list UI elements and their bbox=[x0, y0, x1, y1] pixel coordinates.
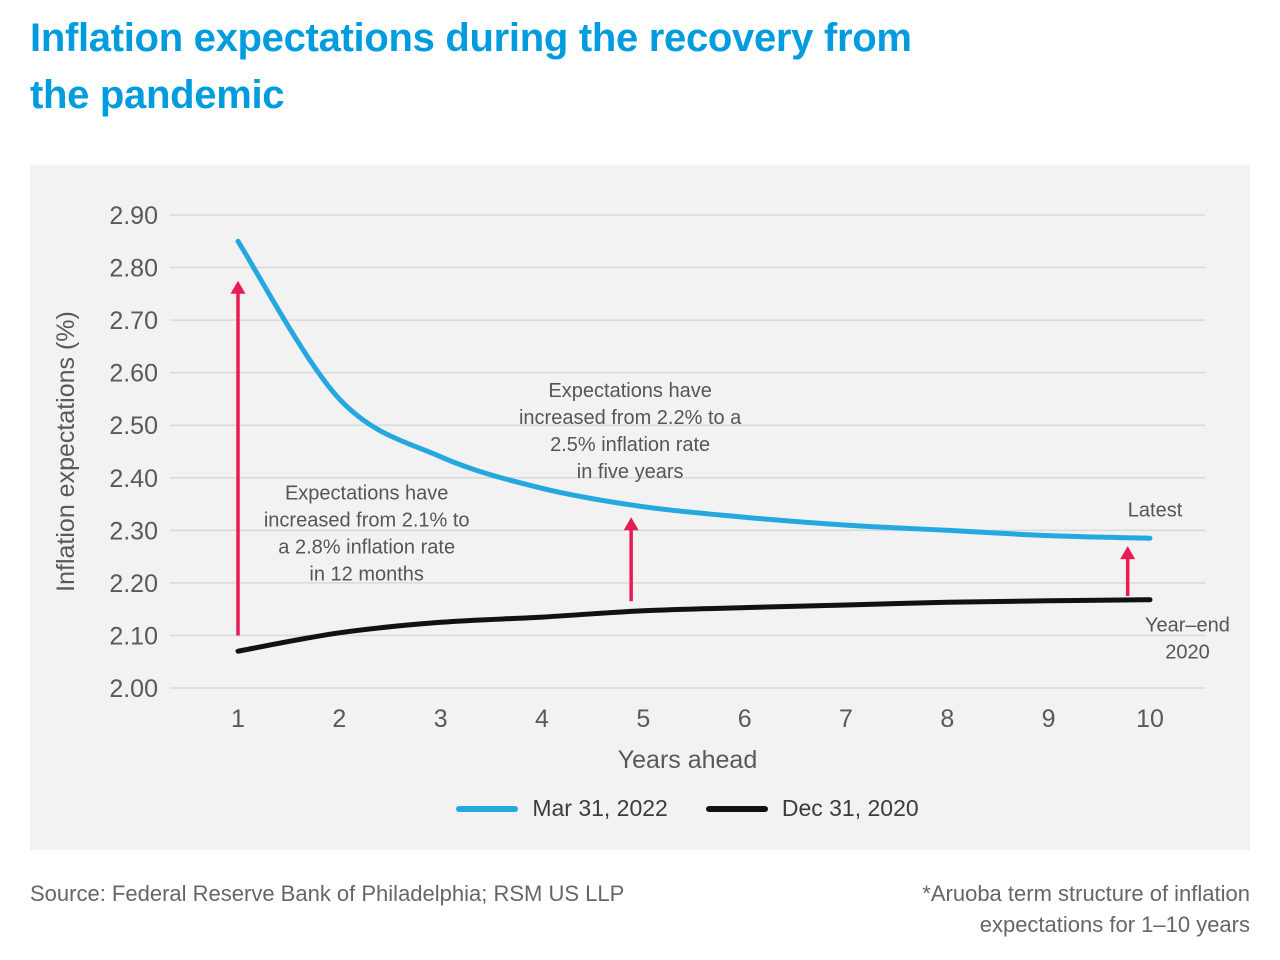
y-tick-label: 2.70 bbox=[109, 307, 158, 335]
x-tick-label: 10 bbox=[1136, 705, 1164, 733]
page-title: Inflation expectations during the recove… bbox=[30, 10, 912, 124]
y-axis-title: Inflation expectations (%) bbox=[52, 311, 80, 592]
chart-annotation: Expectations have increased from 2.1% to a… bbox=[264, 483, 470, 586]
y-tick-label: 2.50 bbox=[109, 412, 158, 440]
y-tick-label: 2.00 bbox=[109, 675, 158, 703]
y-tick-label: 2.40 bbox=[109, 465, 158, 493]
y-tick-label: 2.30 bbox=[109, 517, 158, 545]
chart-annotation: Expectations have increased from 2.2% to … bbox=[519, 380, 742, 483]
footnote-line-1: *Aruoba term structure of inflation bbox=[922, 881, 1250, 906]
source-text: Source: Federal Reserve Bank of Philadel… bbox=[30, 881, 625, 906]
y-tick-label: 2.80 bbox=[109, 255, 158, 283]
footnote-line-2: expectations for 1–10 years bbox=[979, 912, 1250, 937]
title-line-2: the pandemic bbox=[30, 73, 285, 117]
legend-item: Dec 31, 2020 bbox=[705, 795, 919, 822]
increase-arrow-head bbox=[623, 517, 639, 531]
y-tick-label: 2.10 bbox=[109, 622, 158, 650]
chart-annotation: Latest bbox=[1128, 499, 1183, 521]
series-line-dec-31-2020 bbox=[235, 597, 1153, 654]
inflation-expectations-line-chart: 2.00 2.10 2.20 2.30 2.40 2.50 2.60 2.70 2.80 2.90… bbox=[52, 202, 1230, 774]
x-tick-label: 2 bbox=[332, 705, 346, 733]
x-tick-label: 5 bbox=[636, 705, 650, 733]
chart-legend: Mar 31, 2022 Dec 31, 2020 bbox=[170, 795, 1205, 822]
series-line-mar-31-2022 bbox=[235, 238, 1153, 541]
x-tick-label: 8 bbox=[940, 705, 954, 733]
x-tick-label: 4 bbox=[535, 705, 549, 733]
x-tick-label: 6 bbox=[738, 705, 752, 733]
x-tick-label: 3 bbox=[434, 705, 448, 733]
legend-label: Mar 31, 2022 bbox=[532, 795, 668, 821]
y-tick-label: 2.90 bbox=[109, 202, 158, 230]
chart-panel: 2.00 2.10 2.20 2.30 2.40 2.50 2.60 2.70 2.80 2.90… bbox=[30, 165, 1250, 850]
legend-swatch-icon bbox=[456, 805, 519, 812]
legend-item: Mar 31, 2022 bbox=[456, 795, 668, 822]
increase-arrow-head bbox=[1120, 546, 1136, 560]
x-tick-label: 7 bbox=[839, 705, 853, 733]
y-tick-label: 2.60 bbox=[109, 360, 158, 388]
x-tick-label: 9 bbox=[1042, 705, 1056, 733]
x-tick-label: 1 bbox=[231, 705, 245, 733]
x-axis-title: Years ahead bbox=[618, 746, 757, 774]
legend-swatch-icon bbox=[705, 805, 768, 812]
chart-annotation: Year–end 2020 bbox=[1145, 615, 1230, 664]
increase-arrow-head bbox=[230, 280, 246, 294]
legend-label: Dec 31, 2020 bbox=[781, 795, 919, 821]
footnote: *Aruoba term structure of inflation expec… bbox=[922, 878, 1250, 940]
y-tick-label: 2.20 bbox=[109, 570, 158, 598]
title-line-1: Inflation expectations during the recove… bbox=[30, 16, 912, 60]
